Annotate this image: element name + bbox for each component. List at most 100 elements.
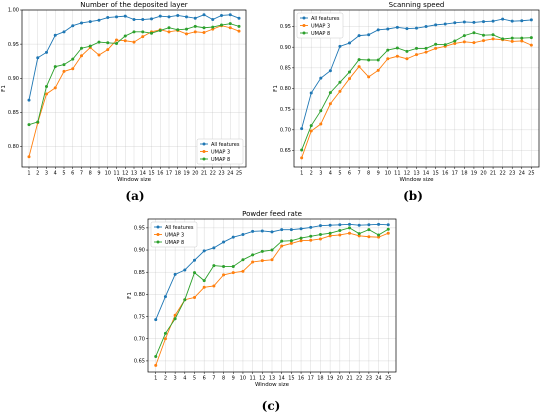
data-point	[241, 258, 245, 262]
x-tick-label: 20	[480, 171, 486, 177]
data-point	[348, 70, 352, 74]
data-point	[520, 39, 524, 43]
data-point	[309, 234, 313, 238]
data-point	[318, 224, 322, 228]
data-point	[163, 337, 167, 341]
data-point	[27, 123, 31, 127]
data-point	[328, 102, 332, 106]
data-point	[123, 14, 127, 18]
data-point	[270, 248, 274, 252]
y-tick-label: 0.85	[8, 110, 19, 116]
x-tick-label: 5	[62, 171, 65, 177]
data-point	[185, 27, 188, 31]
x-tick-label: 7	[212, 376, 215, 382]
data-point	[395, 54, 399, 58]
data-point	[328, 91, 332, 95]
chart-panel-b: 0.650.700.750.800.850.900.951 2 3 4 5 6 7 8 9 10 1…	[273, 1, 540, 203]
data-point	[202, 249, 206, 253]
data-point	[80, 21, 83, 25]
x-tick-label: 18	[317, 376, 323, 382]
legend-box	[296, 12, 344, 39]
data-point	[115, 41, 118, 45]
data-point	[202, 285, 206, 289]
data-point	[163, 331, 167, 335]
data-point	[251, 253, 255, 257]
data-point	[348, 77, 352, 81]
y-tick-label: 0.65	[280, 148, 291, 154]
data-point	[222, 273, 226, 277]
data-point	[462, 40, 466, 44]
x-tick-label: 23	[509, 171, 515, 177]
legend-marker	[302, 16, 306, 20]
data-point	[318, 237, 322, 241]
data-point	[150, 17, 153, 21]
x-tick-label: 25	[236, 171, 242, 177]
data-point	[367, 75, 371, 79]
data-point	[338, 229, 342, 233]
data-point	[348, 41, 352, 45]
y-tick-label: 0.95	[280, 24, 291, 30]
legend-label: UMAP 8	[311, 31, 330, 37]
x-tick-label: 5	[338, 171, 341, 177]
x-tick-label: 25	[385, 376, 391, 382]
x-tick-label: 24	[227, 171, 233, 177]
data-point	[357, 58, 361, 62]
data-point	[280, 244, 284, 248]
chart-panel-a: 0.800.850.900.951.001 2 3 4 5 6 7 8 9 10 11 12 13 14 1…	[1, 1, 247, 203]
data-point	[481, 39, 485, 43]
y-tick-label: 0.70	[134, 336, 145, 342]
x-tick-label: 21	[346, 376, 352, 382]
data-point	[338, 44, 342, 48]
data-point	[62, 63, 66, 67]
legend-marker	[156, 233, 160, 236]
data-point	[222, 240, 226, 244]
data-point	[141, 18, 145, 22]
data-point	[434, 46, 438, 50]
x-tick-label: 23	[366, 376, 372, 382]
data-point	[319, 76, 323, 80]
data-point	[377, 233, 381, 237]
data-point	[88, 20, 92, 24]
x-tick-label: 12	[259, 376, 265, 382]
data-point	[481, 33, 485, 37]
x-tick-label: 10	[105, 171, 111, 177]
data-point	[36, 56, 40, 60]
legend-box	[150, 221, 198, 248]
data-point	[62, 69, 66, 73]
data-point	[510, 36, 514, 40]
x-tick-label: 3	[319, 171, 322, 177]
data-point	[395, 25, 399, 29]
x-tick-label: 19	[327, 376, 333, 382]
x-axis-title: Window size	[117, 177, 152, 183]
data-point	[367, 33, 371, 37]
data-point	[158, 14, 162, 18]
x-tick-label: 11	[394, 171, 400, 177]
data-point	[211, 25, 215, 29]
data-point	[260, 229, 264, 233]
y-tick-label: 0.70	[280, 128, 291, 134]
data-point	[338, 80, 342, 84]
data-point	[386, 227, 390, 231]
data-point	[338, 233, 342, 237]
legend-marker	[202, 150, 206, 153]
data-point	[154, 318, 158, 322]
data-point	[357, 232, 361, 236]
data-point	[202, 31, 206, 35]
data-point	[185, 32, 188, 36]
legend-label: UMAP 8	[165, 240, 184, 246]
x-tick-label: 1	[154, 376, 157, 382]
legend-box	[196, 138, 244, 165]
data-point	[193, 258, 196, 262]
data-point	[141, 35, 145, 39]
data-point	[212, 284, 216, 288]
data-point	[357, 34, 361, 38]
data-point	[299, 236, 303, 240]
x-tick-label: 15	[288, 376, 294, 382]
data-point	[395, 46, 399, 50]
data-point	[280, 239, 284, 243]
x-tick-label: 4	[183, 376, 186, 382]
data-point	[173, 313, 177, 317]
